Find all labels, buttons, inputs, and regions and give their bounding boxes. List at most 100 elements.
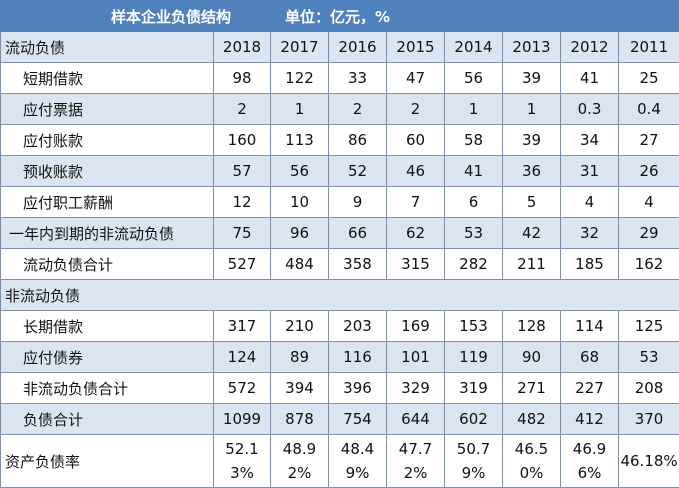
value-cell: 46.96% [561, 435, 619, 488]
value-cell: 57 [214, 156, 271, 187]
value-cell: 2 [214, 94, 271, 125]
value-cell: 116 [329, 342, 387, 373]
row-label: 短期借款 [1, 63, 214, 94]
value-cell: 396 [329, 373, 387, 404]
value-cell: 75 [214, 218, 271, 249]
value-cell: 7 [387, 187, 445, 218]
value-cell: 60 [387, 125, 445, 156]
noncurrent-section-row: 非流动负债 [1, 280, 679, 311]
row-label: 负债合计 [1, 404, 214, 435]
value-cell: 26 [619, 156, 679, 187]
value-cell: 203 [329, 311, 387, 342]
value-cell: 482 [503, 404, 561, 435]
value-cell: 162 [619, 249, 679, 280]
value-cell: 62 [387, 218, 445, 249]
value-cell: 211 [503, 249, 561, 280]
value-cell: 484 [271, 249, 329, 280]
value-cell: 47 [387, 63, 445, 94]
year-header: 2013 [503, 32, 561, 63]
value-cell: 50.79% [445, 435, 503, 488]
value-cell: 33 [329, 63, 387, 94]
table-title-row: 样本企业负债结构单位：亿元，% [1, 1, 679, 32]
value-cell: 317 [214, 311, 271, 342]
value-cell: 41 [561, 63, 619, 94]
value-cell: 86 [329, 125, 387, 156]
value-cell: 370 [619, 404, 679, 435]
header-row: 流动负债 2018 2017 2016 2015 2014 2013 2012 … [1, 32, 679, 63]
value-cell: 68 [561, 342, 619, 373]
value-cell: 42 [503, 218, 561, 249]
value-cell: 644 [387, 404, 445, 435]
row-label: 一年内到期的非流动负债 [1, 218, 214, 249]
value-cell: 90 [503, 342, 561, 373]
value-cell: 125 [619, 311, 679, 342]
value-cell: 10 [271, 187, 329, 218]
value-cell: 412 [561, 404, 619, 435]
value-cell: 128 [503, 311, 561, 342]
value-cell: 0.3 [561, 94, 619, 125]
value-cell: 53 [619, 342, 679, 373]
value-cell: 113 [271, 125, 329, 156]
value-cell: 153 [445, 311, 503, 342]
value-cell: 4 [619, 187, 679, 218]
value-cell: 572 [214, 373, 271, 404]
value-cell: 210 [271, 311, 329, 342]
value-cell: 271 [503, 373, 561, 404]
value-cell: 169 [387, 311, 445, 342]
value-cell: 56 [445, 63, 503, 94]
value-cell: 25 [619, 63, 679, 94]
value-cell: 114 [561, 311, 619, 342]
year-header: 2017 [271, 32, 329, 63]
row-label: 非流动负债合计 [1, 373, 214, 404]
value-cell: 394 [271, 373, 329, 404]
value-cell: 46 [387, 156, 445, 187]
table-title-cell: 样本企业负债结构单位：亿元，% [1, 1, 679, 32]
row-label: 流动负债合计 [1, 249, 214, 280]
table-unit: 单位：亿元，% [231, 6, 390, 27]
year-header: 2011 [619, 32, 679, 63]
value-cell: 0.4 [619, 94, 679, 125]
value-cell: 89 [271, 342, 329, 373]
value-cell: 32 [561, 218, 619, 249]
value-cell: 29 [619, 218, 679, 249]
value-cell: 34 [561, 125, 619, 156]
table-title: 样本企业负债结构 [1, 6, 231, 27]
value-cell: 527 [214, 249, 271, 280]
value-cell: 185 [561, 249, 619, 280]
row-label: 应付账款 [1, 125, 214, 156]
value-cell: 39 [503, 63, 561, 94]
value-cell: 329 [387, 373, 445, 404]
debt-structure-table-container: 样本企业负债结构单位：亿元，% 流动负债 2018 2017 2016 2015… [0, 0, 679, 475]
value-cell: 96 [271, 218, 329, 249]
value-cell: 98 [214, 63, 271, 94]
row-label: 应付债券 [1, 342, 214, 373]
year-header: 2012 [561, 32, 619, 63]
value-cell: 208 [619, 373, 679, 404]
value-cell: 101 [387, 342, 445, 373]
value-cell: 1099 [214, 404, 271, 435]
value-cell: 48.49% [329, 435, 387, 488]
value-cell: 358 [329, 249, 387, 280]
value-cell: 36 [503, 156, 561, 187]
value-cell: 1 [271, 94, 329, 125]
value-cell: 2 [329, 94, 387, 125]
value-cell: 46.50% [503, 435, 561, 488]
value-cell: 56 [271, 156, 329, 187]
current-liabilities-header: 流动负债 [1, 32, 214, 63]
value-cell: 52 [329, 156, 387, 187]
value-cell: 754 [329, 404, 387, 435]
value-cell: 122 [271, 63, 329, 94]
value-cell: 5 [503, 187, 561, 218]
table-body: 流动负债 2018 2017 2016 2015 2014 2013 2012 … [1, 32, 679, 488]
year-header: 2018 [214, 32, 271, 63]
value-cell: 124 [214, 342, 271, 373]
